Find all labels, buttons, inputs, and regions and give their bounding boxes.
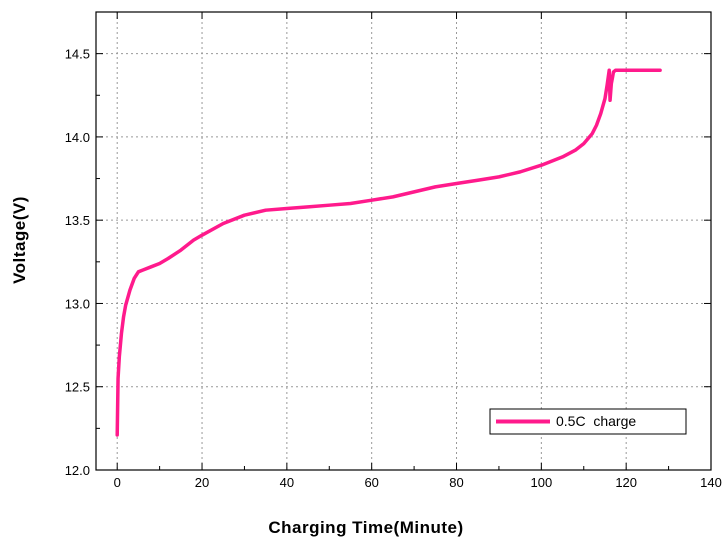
tick-labels: 0 20 40 60 80 100 120 140 12.0 12.5 13.0 13.5 14.0 14… bbox=[65, 47, 722, 490]
y-tick-label: 13.0 bbox=[65, 296, 90, 311]
legend: 0.5C charge bbox=[489, 408, 687, 435]
series-line bbox=[115, 68, 662, 437]
x-tick-label: 140 bbox=[700, 475, 722, 490]
y-tick-label: 12.5 bbox=[65, 380, 90, 395]
x-tick-label: 80 bbox=[449, 475, 463, 490]
x-tick-label: 20 bbox=[195, 475, 209, 490]
y-tick-label: 12.0 bbox=[65, 463, 90, 478]
grid-lines bbox=[96, 12, 711, 470]
x-tick-label: 40 bbox=[280, 475, 294, 490]
y-tick-label: 14.5 bbox=[65, 47, 90, 62]
legend-label: 0.5C charge bbox=[556, 413, 636, 429]
x-tick-label: 100 bbox=[530, 475, 552, 490]
x-axis-title: Charging Time(Minute) bbox=[268, 518, 463, 537]
x-tick-label: 120 bbox=[615, 475, 637, 490]
axis-ticks bbox=[96, 12, 712, 471]
y-axis-title: Voltage(V) bbox=[10, 196, 29, 284]
x-tick-label: 60 bbox=[364, 475, 378, 490]
series-layer bbox=[115, 68, 662, 437]
y-tick-label: 14.0 bbox=[65, 130, 90, 145]
x-tick-label: 0 bbox=[114, 475, 121, 490]
plot-frame bbox=[95, 11, 712, 471]
y-tick-label: 13.5 bbox=[65, 213, 90, 228]
